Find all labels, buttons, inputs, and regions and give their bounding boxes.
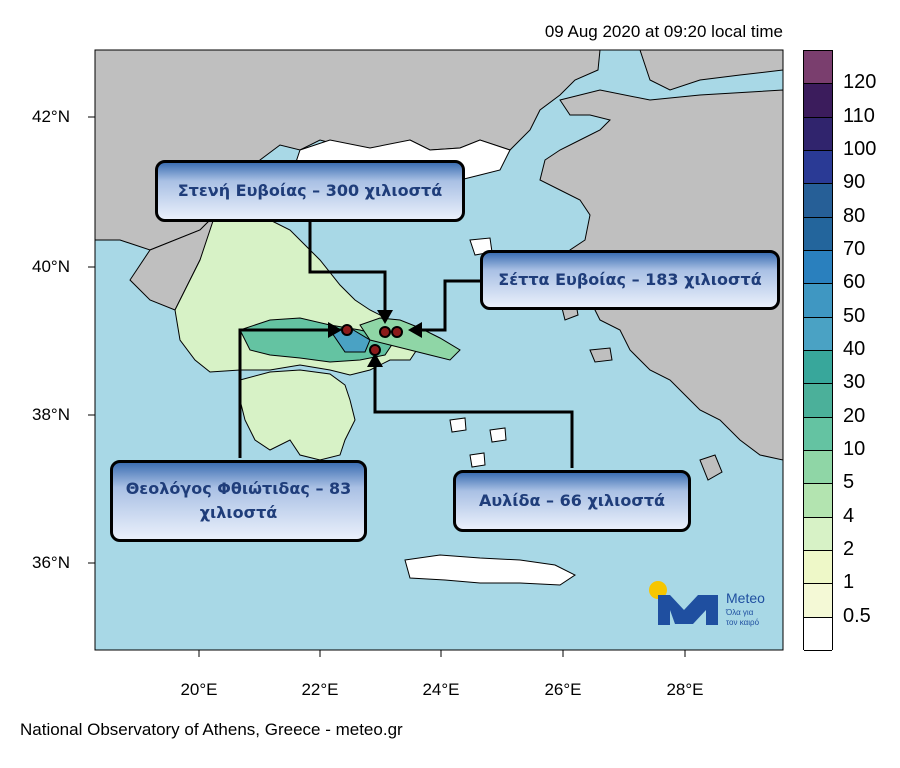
legend-label: 90 [843,171,866,194]
station-marker-setta [391,326,403,338]
credit-line: National Observatory of Athens, Greece -… [20,720,403,739]
legend-swatch [804,517,832,551]
station-markers [341,324,403,356]
legend-swatch [804,384,832,418]
lon-label-28: 28°E [666,680,704,699]
lat-label-40: 40°N [32,257,70,276]
legend-swatch [804,150,832,185]
precipitation-legend [803,50,833,651]
legend-label: 120 [843,71,877,94]
logo-m-icon [658,595,718,625]
timestamp: 09 Aug 2020 at 09:20 local time [544,22,783,41]
logo-tagline: Όλα για τον καιρό [726,608,759,627]
legend-swatch [804,217,832,251]
legend-swatch [804,617,832,651]
logo-sun-icon [649,581,667,599]
callout-arrowheads [328,310,422,367]
callout-setta: Σέττα Ευβοίας – 183 χιλιοστά [480,250,780,310]
map-frame [94,49,784,651]
legend-swatch [804,584,832,618]
samos-island [589,347,613,363]
lon-label-26: 26°E [544,680,582,699]
meteo-logo [649,581,718,625]
station-marker-theologos [341,324,353,336]
black-sea-coast-land [639,50,783,91]
legend-swatch [804,550,832,585]
legend-label: 110 [843,104,875,127]
rhodes-island [699,454,723,481]
legend-label: 20 [843,404,866,427]
callout-theologos: Θεολόγος Φθιώτιδας – 83 χιλιοστά [110,460,367,542]
lon-label-22: 22°E [301,680,339,699]
cyclades-island-3 [469,452,486,468]
lat-label-42: 42°N [32,107,70,126]
legend-label: 5 [843,471,855,494]
legend-label: 4 [843,504,855,527]
station-marker-steni [379,326,391,338]
station-marker-avlida [369,344,381,356]
legend-swatch [804,350,832,385]
legend-label: 30 [843,371,866,394]
legend-label: 70 [843,238,866,260]
legend-label: 60 [843,271,866,294]
legend-swatch [804,317,832,351]
callout-avlida: Αυλίδα – 66 χιλιοστά [453,470,691,532]
legend-label: 1 [843,571,855,594]
legend-swatch [804,51,832,85]
peloponnese-land [239,369,356,461]
legend-label: 100 [843,138,877,160]
legend-swatch [804,250,832,285]
crete-island [404,554,576,586]
callout-connectors [238,222,574,468]
callout-steni: Στενή Ευβοίας – 300 χιλιοστά [155,160,465,222]
legend-swatch [804,184,832,218]
lat-label-38: 38°N [32,405,70,424]
lat-label-36: 36°N [32,553,70,572]
legend-label: 40 [843,338,866,360]
legend-swatch [804,484,832,518]
legend-swatch [804,84,832,118]
cyclades-island-2 [489,427,507,443]
legend-swatch [804,450,832,485]
legend-label: 10 [843,438,866,460]
legend-label: 50 [843,304,866,327]
legend-label: 0.5 [843,604,871,627]
legend-swatch [804,117,832,151]
logo-tagline-line1: Όλα για [726,608,754,617]
logo-tagline-line2: τον καιρό [726,617,760,627]
logo-wordmark: Meteo [726,590,765,606]
cyclades-island [449,417,467,433]
legend-label: 80 [843,204,866,227]
lon-label-24: 24°E [422,680,460,699]
legend-swatch [804,417,832,451]
legend-swatch [804,284,832,318]
legend-label: 2 [843,538,855,560]
axis-ticks [88,116,686,657]
lon-label-20: 20°E [180,680,218,699]
